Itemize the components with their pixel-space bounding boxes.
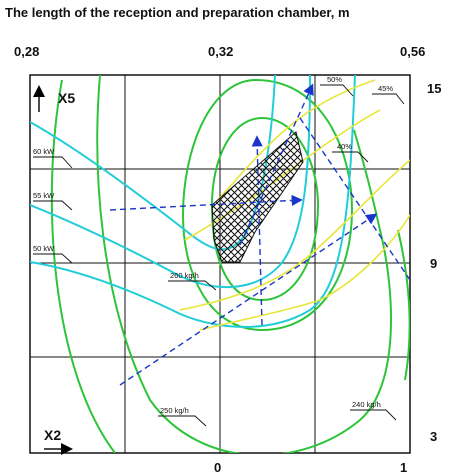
label-leader [33, 253, 73, 264]
label-leader [332, 151, 369, 163]
y-axis-label: X5 [58, 90, 75, 106]
top-tick-label: 0,56 [400, 44, 425, 59]
contour-40pct [199, 214, 410, 331]
power-label: 60 kW [33, 147, 55, 156]
throughput-label: 260 kg/h [170, 271, 199, 280]
label-leader [158, 415, 207, 427]
contour-45pct [179, 159, 410, 311]
label-leader [168, 280, 217, 291]
contour-50kw [30, 75, 356, 328]
bottom-tick-label: 0 [214, 460, 221, 474]
power-label: 55 kW [33, 191, 55, 200]
chart-title: The length of the reception and preparat… [5, 5, 350, 20]
percent-label: 40% [337, 142, 352, 151]
x-axis-label: X2 [44, 427, 61, 443]
throughput-contours [50, 75, 410, 453]
label-leader [350, 409, 397, 421]
direction-line [299, 117, 410, 281]
label-leader [372, 93, 405, 105]
contour-260-outer [181, 78, 354, 332]
power-label: 50 kW [33, 244, 55, 253]
contour-250 [96, 75, 392, 453]
direction-arrow [251, 135, 263, 326]
bottom-tick-label: 1 [400, 460, 407, 474]
percent-label: 50% [327, 75, 342, 84]
direction-arrow [119, 213, 378, 386]
optimum-region [211, 131, 304, 263]
label-leader [320, 84, 354, 97]
label-leader [33, 200, 73, 211]
right-tick-label: 9 [430, 256, 437, 271]
direction-lines [109, 83, 410, 386]
direction-arrow [109, 194, 303, 211]
top-tick-label: 0,28 [14, 44, 39, 59]
direction-arrow [239, 83, 314, 246]
throughput-label: 250 kg/h [160, 406, 189, 415]
label-leader [33, 156, 73, 169]
throughput-label: 240 kg/h [352, 400, 381, 409]
contour-240 [50, 79, 410, 453]
right-tick-label: 15 [427, 81, 441, 96]
percent-label: 45% [378, 84, 393, 93]
top-tick-label: 0,32 [208, 44, 233, 59]
right-tick-label: 3 [430, 429, 437, 444]
contour-55kw [30, 75, 311, 289]
